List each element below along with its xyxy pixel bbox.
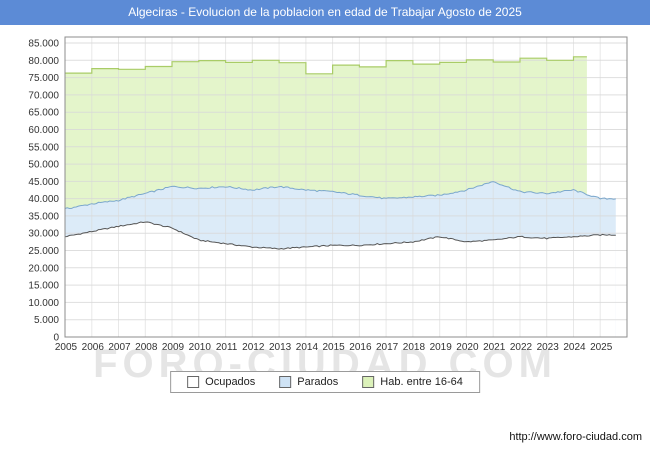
x-tick-label: 2005	[55, 342, 78, 353]
x-tick-label: 2014	[296, 342, 319, 353]
y-tick-label: 65.000	[28, 108, 59, 119]
legend-label: Ocupados	[205, 376, 256, 388]
x-tick-label: 2019	[430, 342, 453, 353]
chart-legend: Ocupados Parados Hab. entre 16-64	[170, 371, 480, 393]
legend-label: Parados	[297, 376, 339, 388]
x-tick-label: 2016	[349, 342, 372, 353]
x-tick-label: 2011	[216, 342, 238, 353]
x-tick-label: 2021	[483, 342, 506, 353]
x-tick-label: 2017	[376, 342, 399, 353]
x-tick-label: 2023	[537, 342, 560, 353]
x-tick-label: 2008	[135, 342, 158, 353]
y-tick-label: 35.000	[28, 211, 59, 222]
x-tick-label: 2010	[189, 342, 212, 353]
line-hab-16-64	[65, 56, 587, 75]
x-tick-label: 2020	[456, 342, 479, 353]
x-tick-label: 2018	[403, 342, 426, 353]
y-tick-label: 5.000	[34, 315, 59, 326]
y-tick-label: 10.000	[28, 298, 59, 309]
x-tick-label: 2025	[590, 342, 613, 353]
x-tick-label: 2015	[322, 342, 345, 353]
y-tick-label: 50.000	[28, 160, 59, 171]
y-tick-label: 80.000	[28, 56, 59, 67]
chart-title-bar: Algeciras - Evolucion de la poblacion en…	[0, 0, 650, 25]
y-tick-label: 55.000	[28, 142, 59, 153]
line-parados	[64, 181, 616, 210]
y-tick-label: 60.000	[28, 125, 59, 136]
chart-svg: 0 5.000 10.000 15.000 20.000 25.000 30.000 35.0…	[28, 36, 628, 353]
legend-item-hab-entre-16-64: Hab. entre 16-64	[362, 376, 463, 388]
x-tick-label: 2009	[162, 342, 185, 353]
legend-label: Hab. entre 16-64	[380, 376, 463, 388]
x-tick-label: 2012	[242, 342, 265, 353]
y-tick-label: 20.000	[28, 263, 59, 274]
legend-swatch-icon	[187, 376, 200, 388]
y-tick-label: 25.000	[28, 246, 59, 257]
plot-border	[64, 36, 628, 338]
source-url[interactable]: http://www.foro-ciudad.com	[509, 431, 642, 443]
y-tick-label: 15.000	[28, 281, 59, 292]
x-tick-label: 2006	[82, 342, 105, 353]
footer: http://www.foro-ciudad.com	[509, 431, 642, 443]
y-tick-label: 85.000	[28, 39, 59, 50]
y-tick-label: 70.000	[28, 90, 59, 101]
y-tick-label: 40.000	[28, 194, 59, 205]
y-tick-label: 30.000	[28, 229, 59, 240]
x-tick-label: 2022	[510, 342, 533, 353]
legend-item-ocupados: Ocupados	[187, 376, 255, 388]
y-tick-label: 75.000	[28, 73, 59, 84]
line-ocupados	[64, 221, 616, 250]
x-tick-label: 2024	[563, 342, 586, 353]
legend-swatch-icon	[279, 376, 292, 388]
y-tick-label: 0	[53, 333, 59, 344]
legend-swatch-icon	[362, 376, 375, 388]
x-tick-label: 2007	[108, 342, 131, 353]
y-tick-label: 45.000	[28, 177, 59, 188]
x-tick-label: 2013	[269, 342, 292, 353]
legend-item-parados: Parados	[279, 376, 338, 388]
